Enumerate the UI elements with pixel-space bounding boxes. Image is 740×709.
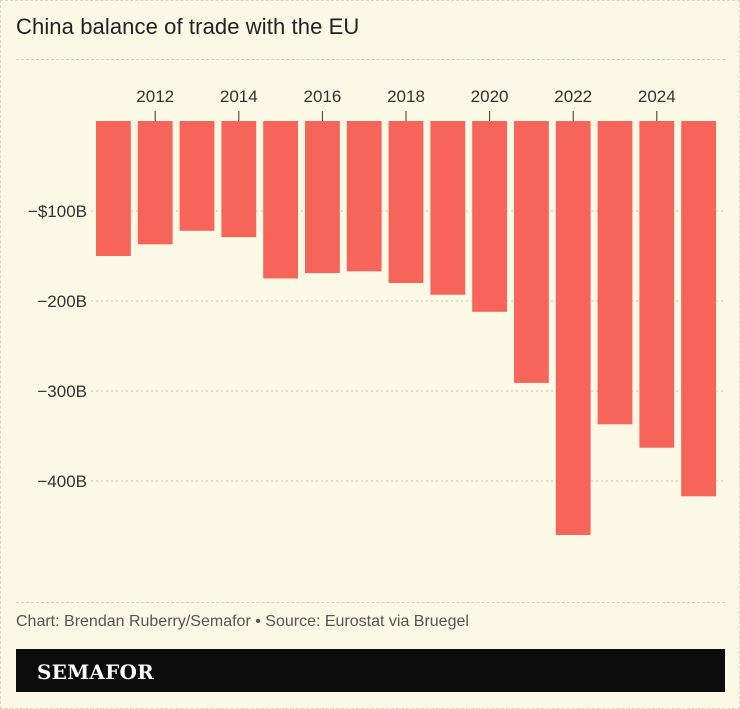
brand-footer: SEMAFOR: [16, 649, 725, 692]
x-tick-label: 2016: [303, 87, 341, 106]
bottom-divider: [16, 602, 725, 603]
bar-2022: [555, 121, 591, 535]
bar-2013: [179, 121, 215, 231]
bar-2018: [388, 121, 424, 283]
bar-2016: [305, 121, 340, 274]
x-tick-label: 2014: [220, 87, 258, 106]
bar-2021: [514, 121, 549, 383]
y-axis: −$100B −200B −300B −400B: [28, 202, 87, 491]
x-axis: 2012 2014 2016 2018 2020 2022 2024: [136, 87, 676, 121]
y-tick-label: −300B: [37, 382, 87, 401]
x-tick-label: 2022: [554, 87, 592, 106]
x-tick-label: 2012: [136, 87, 174, 106]
x-tick-label: 2024: [638, 87, 676, 106]
bar-2012: [137, 121, 173, 245]
bar-2015: [263, 121, 298, 279]
semafor-logo: SEMAFOR: [37, 660, 154, 684]
bar-2011: [96, 121, 131, 256]
source-credit: Chart: Brendan Ruberry/Semafor • Source:…: [16, 613, 469, 630]
x-tick-label: 2020: [471, 87, 509, 106]
y-tick-label: −200B: [37, 292, 87, 311]
bar-2023: [597, 121, 633, 425]
bar-2025: [681, 121, 716, 497]
chart-title: China balance of trade with the EU: [16, 14, 360, 39]
bar-2019: [430, 121, 466, 295]
bars: [96, 121, 716, 535]
bar-2014: [221, 121, 257, 238]
x-tick-label: 2018: [387, 87, 425, 106]
bar-2024: [639, 121, 675, 448]
bar-2020: [472, 121, 507, 312]
y-tick-label: −400B: [37, 472, 87, 491]
top-divider: [16, 59, 725, 60]
bar-chart: 2012 2014 2016 2018 2020 2022 2024 −$100B −200B…: [28, 87, 725, 535]
bar-2017: [346, 121, 382, 272]
y-tick-label: −$100B: [28, 202, 87, 221]
